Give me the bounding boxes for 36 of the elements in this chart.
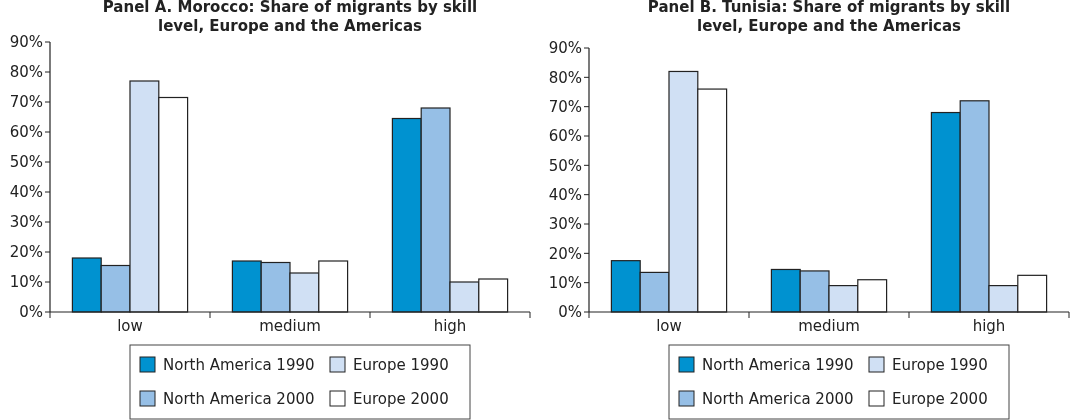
y-tick-label: 70% bbox=[548, 97, 582, 116]
y-tick-label: 50% bbox=[9, 153, 43, 172]
y-tick-label: 40% bbox=[548, 185, 582, 204]
y-tick-label: 50% bbox=[548, 156, 582, 175]
y-tick-label: 80% bbox=[9, 63, 43, 82]
y-tick-label: 20% bbox=[548, 244, 582, 263]
legend-label: Europe 1990 bbox=[892, 356, 988, 375]
legend-label: North America 2000 bbox=[702, 390, 854, 409]
y-tick-label: 90% bbox=[9, 33, 43, 52]
x-tick-label: high bbox=[433, 317, 467, 335]
y-tick-label: 70% bbox=[9, 93, 43, 112]
legend-label: Europe 2000 bbox=[353, 390, 449, 409]
y-tick-label: 0% bbox=[558, 303, 582, 322]
y-tick-label: 0% bbox=[19, 303, 43, 322]
y-tick-label: 60% bbox=[9, 123, 43, 142]
chart-title: Panel B. Tunisia: Share of migrants by skill level, Europe and the Americas bbox=[647, 0, 1011, 35]
x-tick-label: high bbox=[972, 317, 1006, 335]
y-tick-label: 90% bbox=[548, 39, 582, 58]
x-tick-label: low bbox=[117, 317, 143, 335]
y-tick-label: 10% bbox=[548, 273, 582, 292]
y-tick-label: 10% bbox=[9, 273, 43, 292]
y-tick-label: 40% bbox=[9, 183, 43, 202]
x-tick-label: medium bbox=[259, 317, 321, 335]
legend-label: North America 1990 bbox=[163, 356, 315, 375]
y-tick-label: 80% bbox=[548, 68, 582, 87]
legend-label: North America 1990 bbox=[702, 356, 854, 375]
legend-label: Europe 2000 bbox=[892, 390, 988, 409]
chart-title: Panel A. Morocco: Share of migrants by skill level, Europe and the Americas bbox=[102, 0, 478, 35]
x-tick-label: medium bbox=[798, 317, 860, 335]
x-tick-label: low bbox=[656, 317, 682, 335]
legend-label: Europe 1990 bbox=[353, 356, 449, 375]
y-tick-label: 30% bbox=[9, 213, 43, 232]
y-tick-label: 60% bbox=[548, 127, 582, 146]
y-tick-label: 30% bbox=[548, 215, 582, 234]
y-tick-label: 20% bbox=[9, 243, 43, 262]
legend-label: North America 2000 bbox=[163, 390, 315, 409]
